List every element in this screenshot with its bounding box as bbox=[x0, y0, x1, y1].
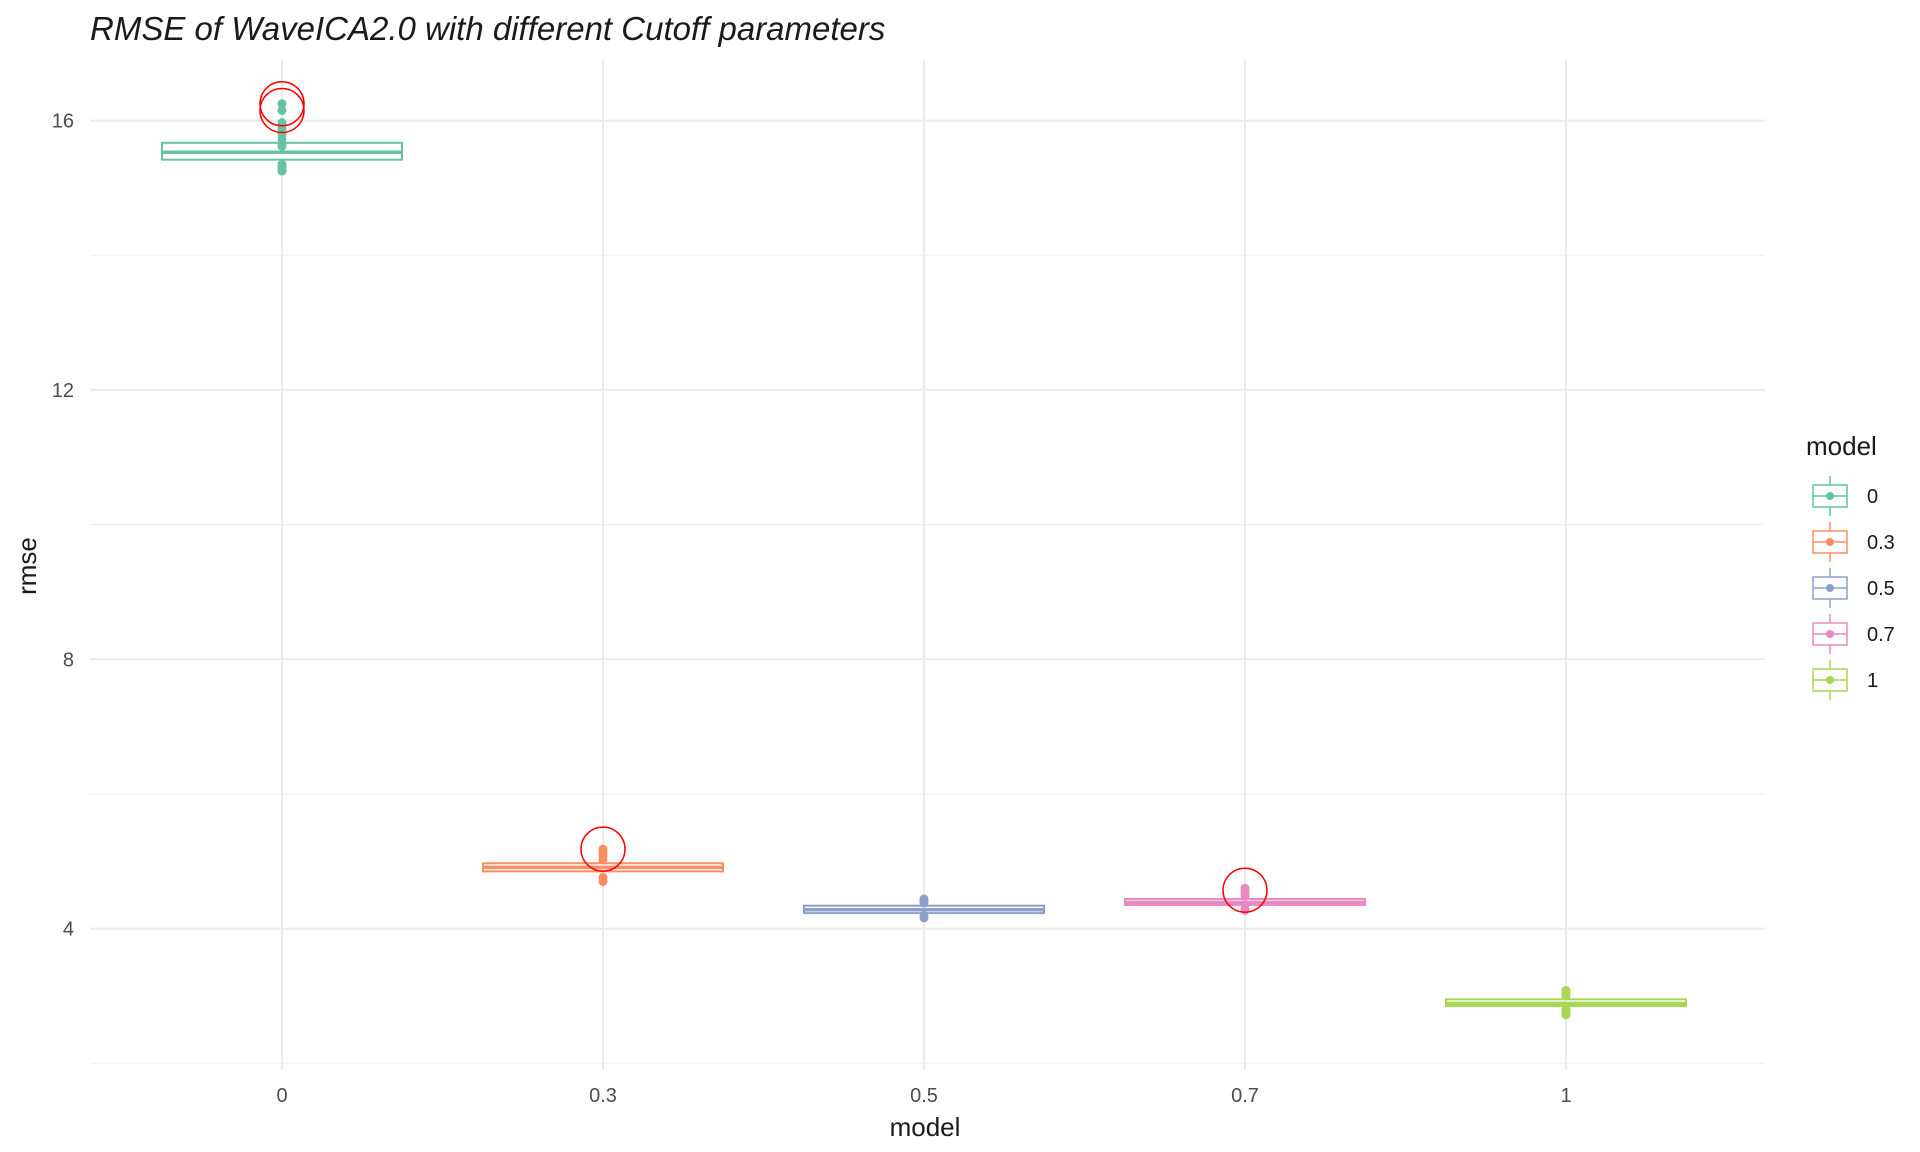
x-tick-label: 0.5 bbox=[910, 1085, 938, 1107]
boxplots bbox=[161, 81, 1687, 1020]
outlier-point bbox=[598, 844, 608, 854]
box-0.3 bbox=[482, 826, 724, 886]
legend-label: 0.3 bbox=[1867, 532, 1895, 554]
outlier-point bbox=[919, 911, 929, 921]
legend-label: 1 bbox=[1867, 670, 1878, 692]
x-tick-label: 0.7 bbox=[1231, 1085, 1259, 1107]
legend-label: 0.5 bbox=[1867, 578, 1895, 600]
outlier-point bbox=[919, 894, 929, 904]
outlier-point bbox=[277, 99, 287, 109]
x-axis-title: model bbox=[890, 1112, 961, 1142]
x-tick-label: 0.3 bbox=[589, 1085, 617, 1107]
y-tick-label: 8 bbox=[63, 649, 74, 671]
legend: 0 0.3 0.5 0.7 1 bbox=[1812, 476, 1895, 700]
x-tick-label: 0 bbox=[276, 1085, 287, 1107]
outlier-point bbox=[277, 141, 287, 151]
legend-key-point bbox=[1826, 492, 1834, 500]
outlier-point bbox=[598, 872, 608, 882]
outlier-point bbox=[277, 159, 287, 169]
y-tick-label: 16 bbox=[52, 111, 74, 133]
legend-title: model bbox=[1806, 431, 1877, 461]
box-0 bbox=[161, 81, 403, 176]
highlight-circle bbox=[259, 87, 305, 134]
legend-item-0.5: 0.5 bbox=[1812, 568, 1895, 608]
legend-item-0.7: 0.7 bbox=[1812, 614, 1895, 654]
outlier-point bbox=[1561, 986, 1571, 996]
legend-label: 0.7 bbox=[1867, 624, 1895, 646]
outlier-point bbox=[1561, 1004, 1571, 1014]
legend-item-0.3: 0.3 bbox=[1812, 522, 1895, 562]
legend-key-point bbox=[1826, 538, 1834, 546]
y-tick-label: 12 bbox=[52, 380, 74, 402]
box-1 bbox=[1445, 986, 1687, 1020]
grid bbox=[90, 60, 1765, 1070]
outlier-point bbox=[277, 118, 287, 128]
y-tick-label: 4 bbox=[63, 919, 74, 941]
chart-title: RMSE of WaveICA2.0 with different Cutoff… bbox=[90, 10, 885, 47]
outlier-point bbox=[1240, 903, 1250, 913]
y-tick-labels: 4 8 12 16 bbox=[52, 111, 74, 941]
y-axis-title: rmse bbox=[12, 537, 42, 595]
legend-key-point bbox=[1826, 630, 1834, 638]
box-0.5 bbox=[803, 894, 1045, 923]
legend-label: 0 bbox=[1867, 486, 1878, 508]
legend-key-point bbox=[1826, 676, 1834, 684]
legend-item-0: 0 bbox=[1812, 476, 1878, 516]
x-tick-label: 1 bbox=[1560, 1085, 1571, 1107]
outlier-point bbox=[277, 106, 287, 115]
box-0.7 bbox=[1124, 867, 1366, 915]
legend-item-1: 1 bbox=[1812, 660, 1878, 700]
highlight-circle bbox=[580, 826, 626, 872]
highlight-circle bbox=[259, 81, 305, 127]
legend-key-point bbox=[1826, 584, 1834, 592]
outlier-point bbox=[1240, 883, 1250, 893]
highlight-circle bbox=[1222, 867, 1268, 913]
x-tick-labels: 0 0.3 0.5 0.7 1 bbox=[276, 1085, 1571, 1107]
